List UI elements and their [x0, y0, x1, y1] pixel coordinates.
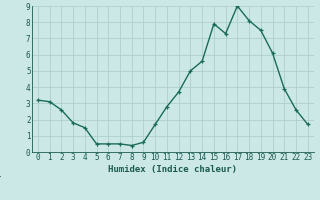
X-axis label: Humidex (Indice chaleur): Humidex (Indice chaleur)	[108, 165, 237, 174]
